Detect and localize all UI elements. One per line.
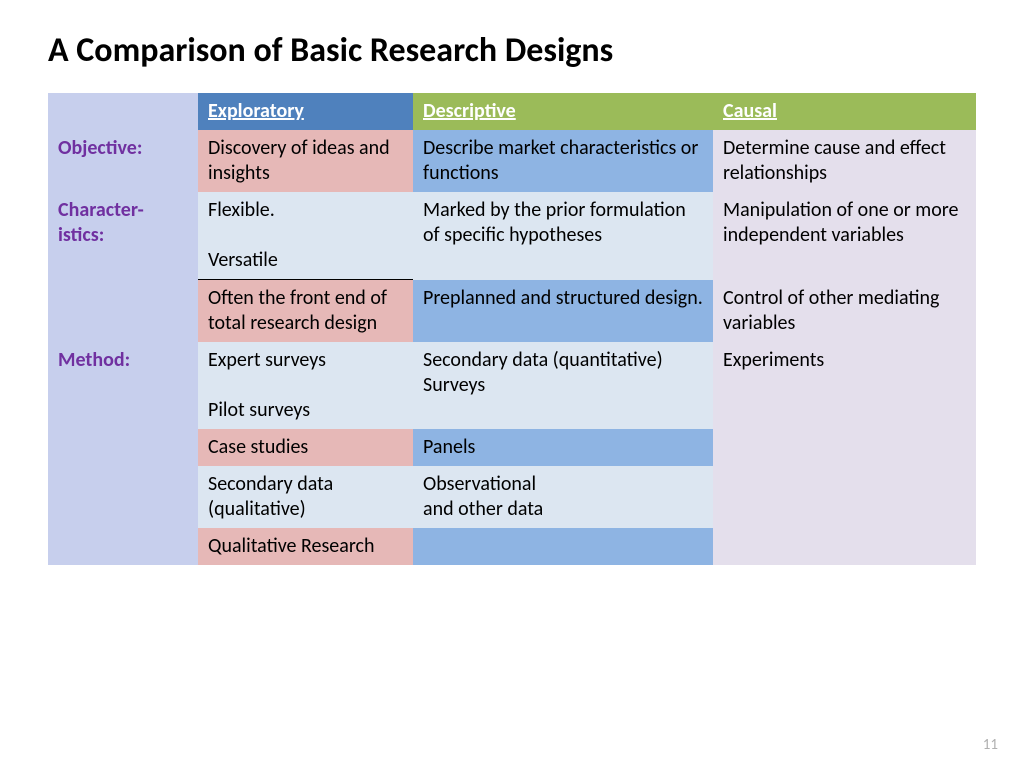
table-header-row: Exploratory Descriptive Causal bbox=[48, 93, 976, 130]
cell-method1-exploratory: Expert surveysPilot surveys bbox=[198, 342, 413, 429]
cell-char1-causal: Manipulation of one or more independent … bbox=[713, 192, 976, 280]
cell-method4-causal bbox=[713, 528, 976, 565]
cell-char1-descriptive: Marked by the prior formulation of speci… bbox=[413, 192, 713, 280]
row-characteristics-1: Character-istics: Flexible.Versatile Mar… bbox=[48, 192, 976, 280]
cell-objective-exploratory: Discovery of ideas and insights bbox=[198, 130, 413, 192]
cell-char2-descriptive: Preplanned and structured design. bbox=[413, 280, 713, 343]
row-method-1: Method: Expert surveysPilot surveys Seco… bbox=[48, 342, 976, 429]
row-objective: Objective: Discovery of ideas and insigh… bbox=[48, 130, 976, 192]
rowlabel-characteristics: Character-istics: bbox=[48, 192, 198, 342]
cell-char2-causal: Control of other mediating variables bbox=[713, 280, 976, 343]
header-descriptive: Descriptive bbox=[413, 93, 713, 130]
cell-method2-descriptive: Panels bbox=[413, 429, 713, 466]
cell-char1-exploratory: Flexible.Versatile bbox=[198, 192, 413, 280]
cell-method4-descriptive bbox=[413, 528, 713, 565]
cell-method3-descriptive: Observationaland other data bbox=[413, 466, 713, 528]
cell-method3-causal bbox=[713, 466, 976, 528]
header-exploratory: Exploratory bbox=[198, 93, 413, 130]
cell-method2-exploratory: Case studies bbox=[198, 429, 413, 466]
cell-method3-exploratory: Secondary data (qualitative) bbox=[198, 466, 413, 528]
rowlabel-method: Method: bbox=[48, 342, 198, 565]
cell-method1-causal: Experiments bbox=[713, 342, 976, 429]
header-blank bbox=[48, 93, 198, 130]
cell-char2-exploratory: Often the front end of total research de… bbox=[198, 280, 413, 343]
cell-objective-causal: Determine cause and effect relationships bbox=[713, 130, 976, 192]
cell-method2-causal bbox=[713, 429, 976, 466]
cell-objective-descriptive: Describe market characteristics or funct… bbox=[413, 130, 713, 192]
header-causal: Causal bbox=[713, 93, 976, 130]
rowlabel-objective: Objective: bbox=[48, 130, 198, 192]
page-number: 11 bbox=[983, 736, 998, 754]
page-title: A Comparison of Basic Research Designs bbox=[48, 30, 976, 71]
cell-method1-descriptive: Secondary data (quantitative)Surveys bbox=[413, 342, 713, 429]
comparison-table: Exploratory Descriptive Causal Objective… bbox=[48, 93, 976, 565]
cell-method4-exploratory: Qualitative Research bbox=[198, 528, 413, 565]
